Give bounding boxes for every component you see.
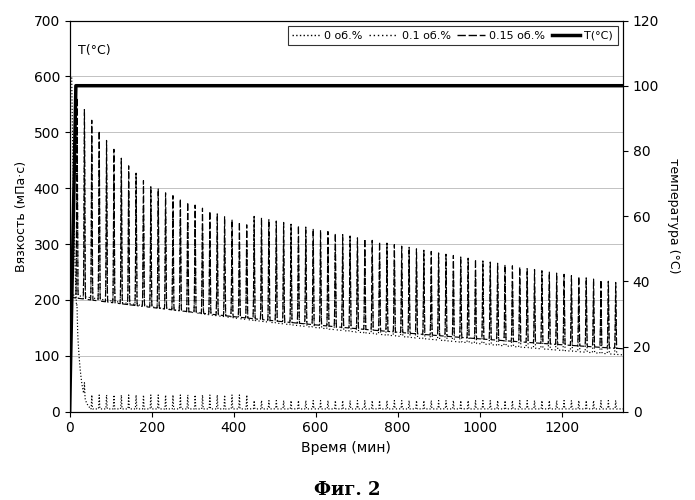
Text: T(°C): T(°C) (78, 44, 111, 57)
Legend: 0 об.%, 0.1 об.%, 0.15 об.%, T(°C): 0 об.%, 0.1 об.%, 0.15 об.%, T(°C) (288, 26, 618, 45)
Text: Фиг. 2: Фиг. 2 (314, 481, 381, 499)
Y-axis label: Вязкость (мПа·с): Вязкость (мПа·с) (15, 160, 28, 272)
Y-axis label: температура (°С): температура (°С) (667, 158, 680, 274)
X-axis label: Время (мин): Время (мин) (302, 441, 391, 455)
